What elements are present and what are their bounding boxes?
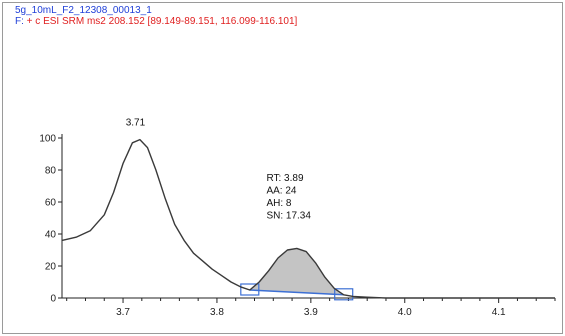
x-tick-label: 3.8 (210, 307, 224, 318)
integrated-peak-area (249, 248, 344, 295)
y-tick-label: 80 (45, 166, 57, 177)
scan-filter: F: + c ESI SRM ms2 208.152 [89.149-89.15… (15, 16, 297, 27)
peak-annotation-line: AH: 8 (266, 198, 291, 209)
filter-text: + c ESI SRM ms2 208.152 [89.149-89.151, … (26, 16, 298, 27)
peak-annotation-line: SN: 17.34 (266, 211, 311, 222)
peak-annotation-line: AA: 24 (266, 186, 296, 197)
y-tick-label: 20 (45, 262, 57, 273)
x-tick-label: 3.9 (304, 307, 318, 318)
baseline-end-marker (334, 288, 354, 301)
chromatogram-trace (61, 138, 555, 299)
x-tick-label: 4.1 (492, 307, 506, 318)
peak-apex-label: 3.71 (126, 118, 146, 129)
y-tick-label: 100 (39, 134, 56, 145)
x-tick-label: 3.7 (116, 307, 130, 318)
file-name: 5g_10mL_F2_12308_00013_1 (15, 5, 152, 16)
peak-annotation-line: RT: 3.89 (266, 173, 303, 184)
y-tick-label: 40 (45, 230, 57, 241)
y-tick-label: 0 (50, 294, 56, 305)
baseline-start-marker (240, 283, 260, 296)
axes: 0 20 40 60 80 100 3.7 3.8 3.9 4.0 4.1 (39, 134, 556, 318)
plot-area (61, 138, 555, 301)
filter-prefix: F: (15, 16, 24, 27)
x-tick-label: 4.0 (398, 307, 412, 318)
y-tick-label: 60 (45, 198, 57, 209)
peak-baseline (249, 289, 344, 296)
